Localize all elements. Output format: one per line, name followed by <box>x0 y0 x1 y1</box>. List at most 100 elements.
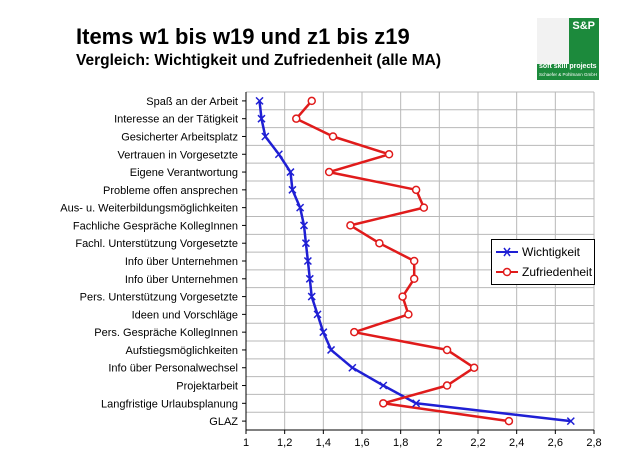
marker-stroke <box>274 150 283 159</box>
data-point-zufriedenheit <box>346 221 355 230</box>
category-label: Pers. Unterstützung Vorgesetzte <box>80 292 238 304</box>
data-point-wichtigkeit <box>566 417 575 426</box>
marker-stroke <box>307 292 316 301</box>
category-label: Info über Unternehmen <box>125 274 238 286</box>
category-label: Eigene Verantwortung <box>130 167 238 179</box>
axes <box>242 92 595 434</box>
data-point-zufriedenheit <box>292 114 301 123</box>
category-labels: Spaß an der Arbeit Interesse an der Tätig… <box>60 96 238 428</box>
chart-subtitle: Vergleich: Wichtigkeit und Zufriedenheit… <box>76 52 442 69</box>
data-point-wichtigkeit <box>274 150 283 159</box>
x-tick-label: 2,2 <box>470 437 485 449</box>
category-label: Info über Unternehmen <box>125 256 238 268</box>
data-point-zufriedenheit <box>398 292 407 301</box>
category-label: Spaß an der Arbeit <box>146 96 238 108</box>
category-label: Probleme offen ansprechen <box>103 185 238 197</box>
data-point-wichtigkeit <box>313 310 322 319</box>
legend-item-zufriedenheit: Zufriedenheit <box>496 264 592 280</box>
legend-swatch-zufriedenheit <box>496 267 518 277</box>
data-point-zufriedenheit <box>504 416 514 426</box>
data-point-wichtigkeit <box>412 399 421 408</box>
marker-stroke <box>299 221 309 230</box>
data-point-wichtigkeit <box>299 221 309 230</box>
marker-stroke <box>257 114 266 123</box>
logo-line1: soft skill projects <box>539 63 597 70</box>
marker-stroke <box>313 310 322 319</box>
data-point-wichtigkeit <box>288 185 297 194</box>
data-point-zufriedenheit <box>442 345 452 355</box>
category-label: Langfristige Urlaubsplanung <box>101 398 238 410</box>
category-label: Fachliche Gespräche KollegInnen <box>73 220 238 232</box>
data-point-zufriedenheit <box>409 274 419 284</box>
marker-stroke <box>255 96 264 105</box>
marker-stroke <box>348 363 357 372</box>
marker-stroke <box>261 132 270 141</box>
data-point-zufriedenheit <box>384 150 394 159</box>
data-point-wichtigkeit <box>255 96 264 105</box>
data-point-zufriedenheit <box>404 310 413 319</box>
logo-mark: S&P <box>572 20 595 32</box>
data-point-wichtigkeit <box>305 274 314 283</box>
data-point-wichtigkeit <box>319 328 328 337</box>
legend-swatch-wichtigkeit <box>496 247 518 257</box>
marker-stroke <box>566 417 575 426</box>
data-point-wichtigkeit <box>327 345 336 354</box>
marker-stroke <box>301 239 310 248</box>
chart-title: Items w1 bis w19 und z1 bis z19 <box>76 24 410 49</box>
data-point-zufriedenheit <box>411 185 421 195</box>
category-label: Interesse an der Tätigkeit <box>114 114 238 126</box>
data-point-wichtigkeit <box>301 239 310 248</box>
data-point-zufriedenheit <box>469 363 479 372</box>
category-label: Projektarbeit <box>176 381 238 393</box>
marker-stroke <box>296 203 305 212</box>
data-point-zufriedenheit <box>324 167 334 177</box>
x-tick-label: 1,6 <box>354 437 369 449</box>
data-point-zufriedenheit <box>442 381 452 390</box>
x-tick-label: 2,4 <box>509 437 524 449</box>
category-label: Info über Personalwechsel <box>108 363 238 375</box>
category-label: GLAZ <box>209 416 238 428</box>
data-point-wichtigkeit <box>348 363 357 372</box>
logo-line2: Schaefer & Pohlmann GmbH <box>539 72 598 77</box>
data-point-wichtigkeit <box>379 381 388 390</box>
marker-stroke <box>303 256 312 266</box>
marker-stroke <box>286 168 295 177</box>
marker-stroke <box>327 345 336 354</box>
x-tick-label: 1 <box>243 437 249 449</box>
legend-label-zufriedenheit: Zufriedenheit <box>522 265 593 279</box>
data-point-wichtigkeit <box>303 256 312 266</box>
x-tick-label: 2 <box>436 437 442 449</box>
data-point-zufriedenheit <box>350 327 359 337</box>
data-point-zufriedenheit <box>375 238 384 248</box>
category-label: Aus- u. Weiterbildungsmöglichkeiten <box>60 203 238 215</box>
category-label: Aufstiegsmöglichkeiten <box>125 345 238 357</box>
x-tick-label: 1,4 <box>316 437 331 449</box>
data-point-wichtigkeit <box>257 114 266 123</box>
data-point-wichtigkeit <box>296 203 305 212</box>
series-markers <box>255 96 575 426</box>
category-label: Vertrauen in Vorgesetzte <box>118 149 238 161</box>
x-tick-labels: 1 1,2 1,4 1,6 1,8 2 2,2 2,4 2,6 2,8 <box>243 437 602 449</box>
legend-item-wichtigkeit: Wichtigkeit <box>496 244 580 260</box>
data-point-zufriedenheit <box>409 256 419 266</box>
series-line-zufriedenheit <box>295 100 510 423</box>
logo-graphic <box>537 18 569 64</box>
data-point-zufriedenheit <box>307 96 316 106</box>
data-point-zufriedenheit <box>328 132 338 141</box>
data-point-wichtigkeit <box>307 292 316 301</box>
marker-stroke <box>305 274 314 283</box>
data-point-wichtigkeit <box>286 168 295 177</box>
x-tick-label: 2,8 <box>586 437 601 449</box>
marker-stroke <box>319 328 328 337</box>
data-point-zufriedenheit <box>419 203 429 212</box>
marker-stroke <box>288 185 297 194</box>
category-label: Gesicherter Arbeitsplatz <box>121 131 238 143</box>
x-tick-label: 1,8 <box>393 437 408 449</box>
category-label: Ideen und Vorschläge <box>132 309 238 321</box>
category-label: Fachl. Unterstützung Vorgesetzte <box>75 238 238 250</box>
data-point-wichtigkeit <box>261 132 270 141</box>
legend-label-wichtigkeit: Wichtigkeit <box>522 245 581 259</box>
data-point-zufriedenheit <box>379 399 388 408</box>
x-tick-label: 1,2 <box>277 437 292 449</box>
